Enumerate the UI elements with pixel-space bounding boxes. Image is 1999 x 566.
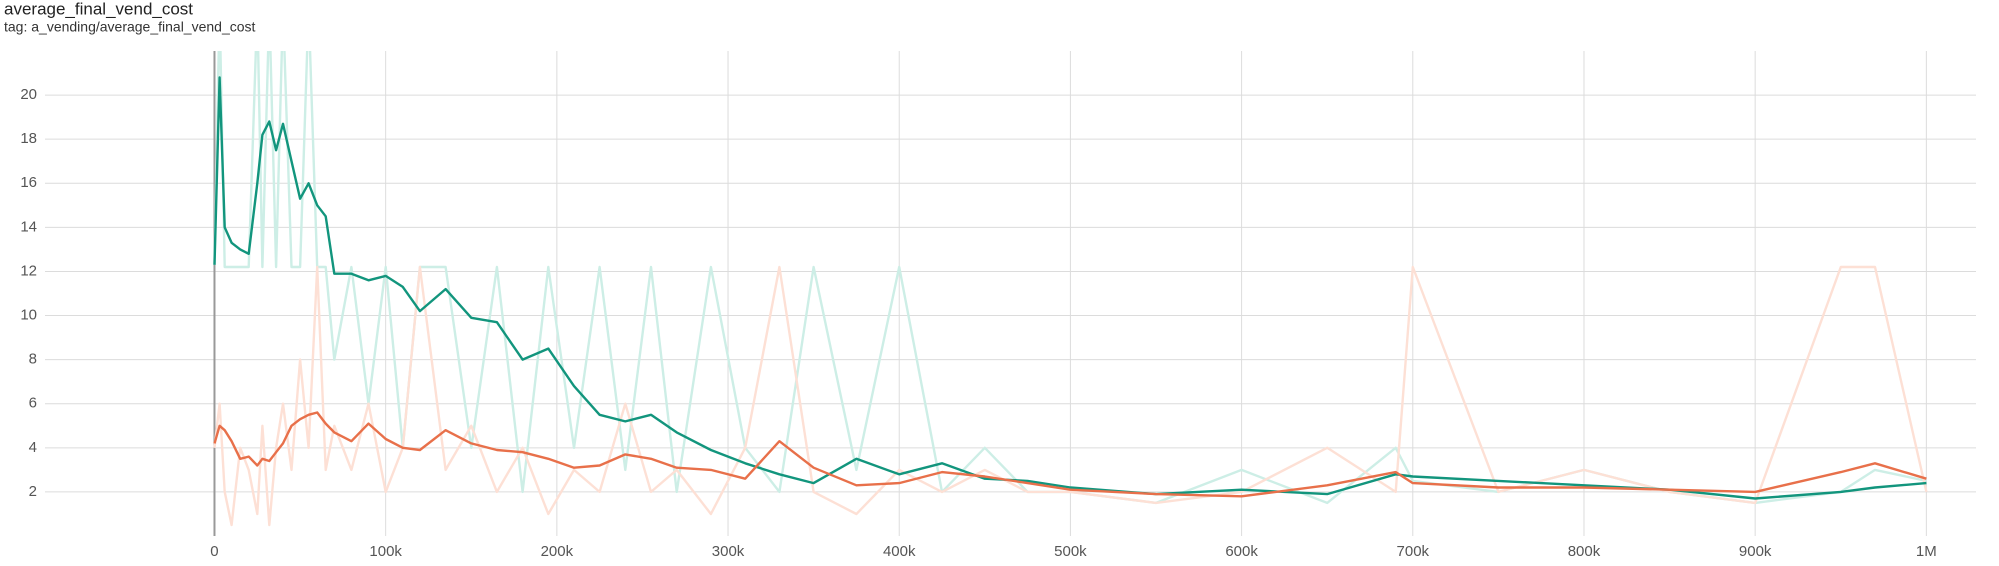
series-line — [213, 51, 1927, 505]
y-tick-label: 6 — [29, 395, 37, 412]
y-tick-label: 4 — [29, 439, 37, 456]
x-tick-label: 600k — [1225, 543, 1258, 560]
y-tick-label: 20 — [20, 86, 37, 103]
series-line — [213, 411, 1927, 498]
y-tick-label: 2 — [29, 483, 37, 500]
y-tick-label: 14 — [20, 218, 37, 235]
y-tick-label: 8 — [29, 351, 37, 368]
x-tick-label: 1M — [1916, 543, 1937, 560]
y-tick-label: 16 — [20, 174, 37, 191]
x-tick-label: 700k — [1397, 543, 1430, 560]
x-tick-label: 0 — [210, 543, 218, 560]
series-line — [213, 76, 1927, 500]
y-tick-label: 18 — [20, 130, 37, 147]
y-tick-label: 12 — [20, 262, 37, 279]
chart-title: average_final_vend_cost — [4, 0, 193, 18]
x-tick-label: 200k — [541, 543, 574, 560]
x-tick-label: 100k — [369, 543, 402, 560]
x-tick-label: 900k — [1739, 543, 1772, 560]
y-tick-label: 10 — [20, 307, 37, 324]
x-tick-label: 400k — [883, 543, 916, 560]
x-tick-label: 500k — [1054, 543, 1087, 560]
plot-area — [213, 51, 1928, 527]
x-tick-label: 800k — [1568, 543, 1601, 560]
axis-labels: 2 4 6 8 10 12 14 16 18 20 0 100k 200k 300k 400k 500k 600… — [20, 86, 1936, 560]
grid — [45, 51, 1976, 536]
x-tick-label: 300k — [712, 543, 745, 560]
series-line — [213, 265, 1928, 527]
chart-subtitle: tag: a_vending/average_final_vend_cost — [4, 19, 256, 35]
